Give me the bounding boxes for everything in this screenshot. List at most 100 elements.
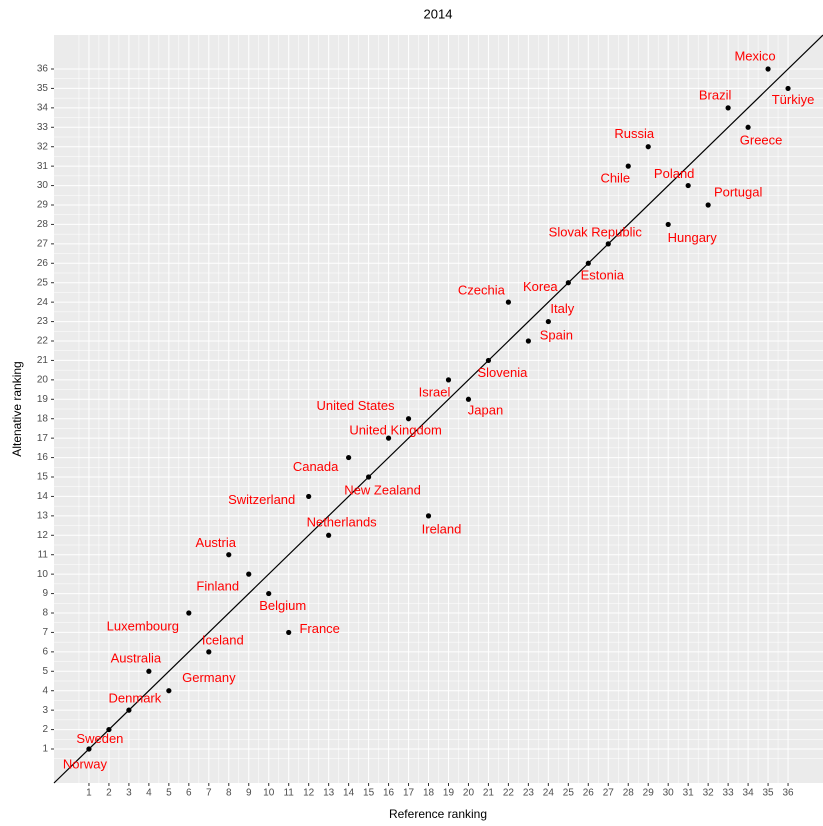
y-tick-label: 21 <box>37 355 49 366</box>
y-tick-label: 26 <box>37 258 49 269</box>
point-label: Korea <box>523 279 558 294</box>
y-tick-label: 19 <box>37 394 49 405</box>
point-label: Canada <box>293 459 339 474</box>
y-tick-label: 10 <box>37 569 49 580</box>
point-label: Spain <box>540 327 573 342</box>
y-tick-label: 12 <box>37 530 49 541</box>
x-tick-label: 8 <box>226 788 232 799</box>
x-tick-label: 34 <box>743 788 755 799</box>
y-tick-label: 18 <box>37 413 49 424</box>
point <box>186 610 192 616</box>
y-tick-label: 9 <box>42 588 48 599</box>
point <box>226 552 232 558</box>
x-tick-label: 21 <box>483 788 495 799</box>
point-label: Austria <box>196 535 237 550</box>
y-tick-label: 1 <box>42 744 48 755</box>
x-tick-label: 3 <box>126 788 132 799</box>
x-axis-title: Reference ranking <box>389 807 487 821</box>
y-tick-label: 16 <box>37 452 49 463</box>
y-tick-label: 13 <box>37 510 49 521</box>
x-tick-label: 29 <box>643 788 655 799</box>
point-label: Netherlands <box>307 515 378 530</box>
y-tick-label: 17 <box>37 433 49 444</box>
y-tick-label: 2 <box>42 724 48 735</box>
x-tick-label: 30 <box>663 788 675 799</box>
x-tick-label: 28 <box>623 788 635 799</box>
point <box>565 280 571 286</box>
point-label: Hungary <box>668 230 718 245</box>
point-label: Australia <box>111 651 162 666</box>
y-tick-label: 8 <box>42 608 48 619</box>
point <box>545 318 551 325</box>
x-tick-label: 23 <box>523 788 535 799</box>
point-label: Norway <box>63 756 108 771</box>
point-label: Iceland <box>202 632 244 647</box>
x-tick-label: 12 <box>303 788 315 799</box>
x-tick-label: 15 <box>363 788 375 799</box>
point <box>405 416 412 422</box>
point <box>685 182 691 189</box>
point-label: Poland <box>654 166 694 181</box>
x-tick-label: 11 <box>283 788 294 799</box>
x-tick-label: 18 <box>423 788 435 799</box>
x-tick-label: 22 <box>503 788 515 799</box>
y-axis-title: Altenative ranking <box>10 361 24 456</box>
point <box>605 241 611 247</box>
point <box>785 85 791 92</box>
y-tick-label: 15 <box>37 472 49 483</box>
point-label: Japan <box>468 403 503 418</box>
y-tick-label: 3 <box>42 705 48 716</box>
point-label: Sweden <box>76 731 123 746</box>
point-label: Brazil <box>699 87 732 102</box>
x-tick-label: 35 <box>763 788 775 799</box>
x-tick-label: 4 <box>146 788 152 799</box>
point-label: Slovenia <box>477 365 528 380</box>
y-tick-label: 20 <box>37 374 49 385</box>
point-label: Luxembourg <box>107 618 179 633</box>
point <box>266 590 272 597</box>
x-tick-label: 2 <box>106 788 112 799</box>
point <box>645 144 651 150</box>
point-label: Mexico <box>734 48 775 63</box>
point <box>126 707 132 713</box>
y-tick-label: 25 <box>37 277 49 288</box>
point-label: United States <box>317 398 396 413</box>
point <box>146 668 152 674</box>
y-tick-label: 27 <box>37 238 49 249</box>
x-tick-label: 31 <box>683 788 695 799</box>
point <box>725 105 731 111</box>
x-tick-label: 20 <box>463 788 475 799</box>
x-tick-label: 1 <box>86 788 92 799</box>
y-tick-label: 5 <box>42 666 48 677</box>
x-tick-label: 32 <box>703 788 715 799</box>
point-label: Czechia <box>458 283 506 298</box>
x-tick-label: 7 <box>206 788 212 799</box>
point-label: Belgium <box>259 598 306 613</box>
point-label: Greece <box>740 133 783 148</box>
x-tick-label: 6 <box>186 788 192 799</box>
point <box>106 726 112 733</box>
x-tick-label: 26 <box>583 788 595 799</box>
point-label: Ireland <box>422 521 462 536</box>
x-tick-label: 27 <box>603 788 615 799</box>
x-tick-label: 5 <box>166 788 172 799</box>
point-label: New Zealand <box>344 482 421 497</box>
point-label: Türkiye <box>772 92 815 107</box>
x-tick-label: 36 <box>782 788 794 799</box>
y-tick-label: 36 <box>37 64 49 75</box>
y-tick-label: 23 <box>37 316 49 327</box>
point <box>705 202 711 208</box>
point <box>246 571 252 577</box>
point-label: Italy <box>550 301 574 316</box>
x-tick-label: 17 <box>403 788 415 799</box>
point <box>206 649 212 655</box>
point <box>306 493 312 500</box>
point-label: Estonia <box>581 268 625 283</box>
x-tick-label: 13 <box>323 788 335 799</box>
point <box>525 338 531 344</box>
reference-line <box>53 34 823 784</box>
point <box>385 435 392 441</box>
y-tick-label: 35 <box>37 83 49 94</box>
x-tick-label: 9 <box>246 788 252 799</box>
